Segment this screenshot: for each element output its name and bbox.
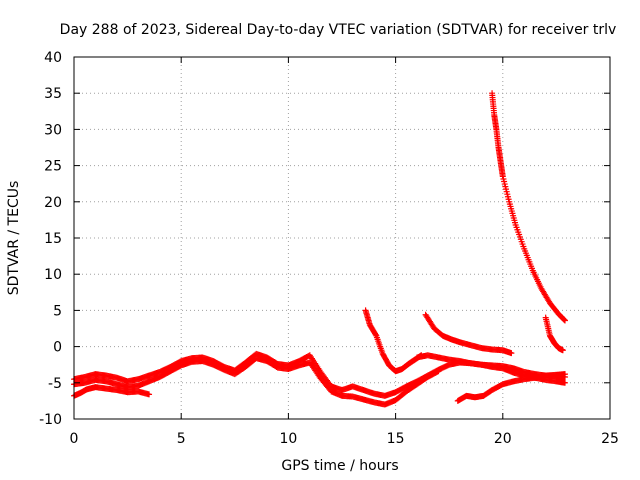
- series-track-e: [422, 311, 515, 357]
- y-tick-label: 30: [44, 122, 62, 138]
- data-point: [508, 350, 515, 357]
- series-track-d: [362, 307, 425, 375]
- y-tick-label: 5: [53, 303, 62, 319]
- x-tick-label: 15: [387, 431, 405, 447]
- data-point: [559, 347, 566, 354]
- data-point: [561, 317, 568, 324]
- data-point: [560, 316, 567, 323]
- y-tick-label: 10: [44, 267, 62, 283]
- series-track-c: [71, 384, 153, 399]
- x-tick-label: 20: [494, 431, 512, 447]
- y-axis-title: SDTVAR / TECUs: [6, 181, 22, 296]
- series-track-b: [71, 355, 442, 408]
- y-tick-label: 25: [44, 159, 62, 175]
- chart-title: Day 288 of 2023, Sidereal Day-to-day VTE…: [60, 22, 617, 38]
- data-point: [561, 316, 568, 323]
- data-point: [372, 331, 379, 338]
- x-tick-label: 5: [177, 431, 186, 447]
- data-point: [435, 368, 442, 375]
- y-tick-label: -10: [39, 412, 62, 428]
- grid-lines: [74, 57, 610, 419]
- data-point: [561, 371, 568, 378]
- x-tick-label: 0: [70, 431, 79, 447]
- x-tick-label: 10: [279, 431, 297, 447]
- tick-labels: 0 5 10 15 20 25 -10 -5 0 5 10 15 20 25 30 35 40: [39, 50, 619, 447]
- data-point: [146, 391, 153, 398]
- series-track-g: [454, 371, 568, 404]
- series-track-i: [542, 314, 566, 354]
- x-tick-label: 25: [601, 431, 619, 447]
- x-axis-title: GPS time / hours: [281, 458, 398, 474]
- data-points: [71, 90, 568, 408]
- y-tick-label: 15: [44, 231, 62, 247]
- y-tick-label: 40: [44, 50, 62, 66]
- y-tick-label: -5: [48, 376, 62, 392]
- y-tick-label: 20: [44, 195, 62, 211]
- y-tick-label: 35: [44, 86, 62, 102]
- series-track-h: [489, 90, 568, 324]
- y-tick-label: 0: [53, 340, 62, 356]
- axis-ticks: [73, 56, 611, 420]
- data-point: [561, 379, 568, 386]
